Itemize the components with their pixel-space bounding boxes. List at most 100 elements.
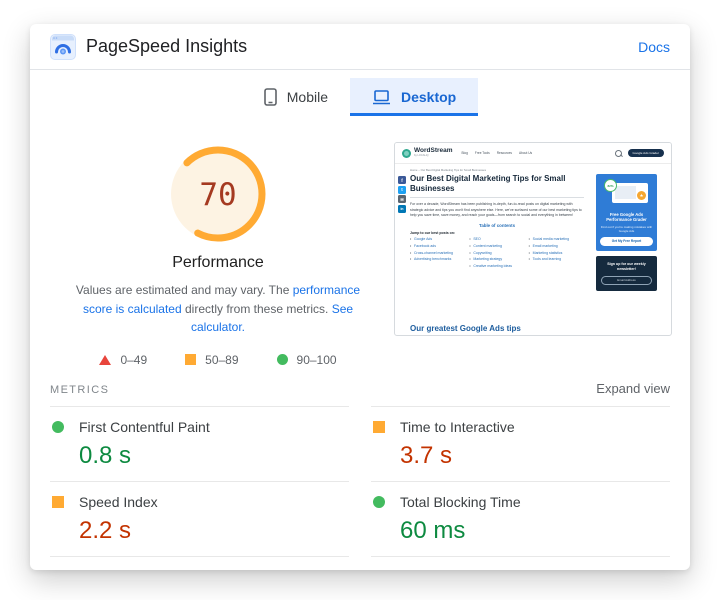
thumb-navbar: WordStream by LOCALiQ Blog Free Tools Re… [395,143,671,164]
score-calc-link[interactable]: performance score is calculated [82,283,361,316]
triangle-icon [99,354,112,365]
thumb-promo-button: Get My Free Report [600,236,653,246]
thumb-cta-button: Google Ads Grader [627,148,664,158]
thumb-link: Social media marketing [529,237,584,242]
score-legend: 0–49 50–89 90–100 [99,352,337,367]
thumb-nav-freetools: Free Tools [474,151,490,155]
metrics-column-left: First Contentful Paint 0.8 s Speed Index… [50,405,349,570]
thumb-link: Marketing statistics [529,251,584,256]
expand-view-button[interactable]: Expand view [596,380,670,396]
thumb-brand-block: WordStream by LOCALiQ [414,148,453,157]
thumb-breadcrumb: Home – Our Best Digital Marketing Tips f… [410,168,487,172]
metric-name: Cumulative Layout Shift [400,569,548,570]
thumb-newsletter-title: Sign up for our weekly newsletter! [607,261,646,271]
pagespeed-card: PageSpeed Insights Docs Mobile Desktop [30,24,690,570]
thumb-link: Google Ads [410,237,465,242]
thumb-link: Cross-channel marketing [410,251,465,256]
laptop-illustration: 82% ★ [600,179,653,209]
laptop-icon [373,89,390,104]
pagespeed-logo-icon [50,33,76,60]
square-icon [373,420,385,433]
thumb-newsletter-field: Email Address [601,275,652,286]
thumb-jump-label: Jump to our best posts on: [410,231,456,236]
metric-row-tti: Time to Interactive 3.7 s [371,407,670,482]
thumb-link: Email marketing [529,244,584,249]
thumb-brand: WordStream [414,147,453,155]
performance-label: Performance [172,254,264,271]
thumb-link-columns: Google Ads Facebook ads Cross-channel ma… [410,237,584,270]
thumb-link-col-3: Social media marketing Email marketing M… [529,237,584,270]
thumb-bottom-heading: Our greatest Google Ads tips [410,324,521,333]
metric-value: 2.2 s [79,516,132,544]
thumb-brand-sub: by LOCALiQ [414,153,429,157]
circle-icon [276,354,288,366]
thumb-link: Content marketing [469,244,524,249]
thumb-link: Facebook ads [410,244,465,249]
gauge-arc: 70 [170,146,266,242]
circle-icon [52,420,64,433]
metric-name: Speed Index [79,493,158,510]
see-calculator-link[interactable]: See calculator. [190,301,354,335]
thumb-link: Marketing strategy [469,257,524,262]
thumb-toc-title: Table of contents [478,223,516,229]
metric-name: Total Blocking Time [400,493,521,510]
metric-value: 0.8 s [79,441,132,469]
score-description: Values are estimated and may vary. The p… [62,281,374,337]
star-badge-icon: ★ [637,191,646,200]
thumb-heading: Our Best Digital Marketing Tips for Smal… [410,174,584,199]
metric-row-speed-index: Speed Index 2.2 s [50,482,349,557]
thumb-intro: For over a decade, WordStream has been p… [410,202,582,218]
thumb-nav-blog: Blog [461,151,468,155]
thumb-promo-sub: Find out if you're making mistakes with … [600,224,653,234]
score-value: 70 [199,177,236,213]
square-icon [52,495,64,508]
metric-row-cls: Cumulative Layout Shift 0.131 [371,557,670,570]
linkedin-icon: in [398,204,406,213]
thumb-promo-card: 82% ★ Free Google Ads Performance Grader… [596,174,657,251]
thumb-link: Copywriting [469,251,524,256]
circle-icon [373,495,385,508]
metric-value: 3.7 s [400,441,453,469]
wordstream-logo-icon [402,148,411,158]
thumb-social-bar: f t ✉ in [398,176,406,213]
tab-mobile-label: Mobile [286,89,328,105]
thumb-link: Advertising benchmarks [410,257,465,262]
metrics-section: METRICS Expand view First Contentful Pai… [30,381,690,570]
thumb-article: Home – Our Best Digital Marketing Tips f… [410,168,584,271]
metrics-column-right: Time to Interactive 3.7 s Total Blocking… [371,405,670,570]
tab-desktop[interactable]: Desktop [350,78,479,116]
metric-row-lcp: Largest Contentful Paint 3.4 s [50,557,349,570]
metric-row-tbt: Total Blocking Time 60 ms [371,482,670,557]
thumb-nav-items: Blog Free Tools Resources About Us [462,151,533,155]
metric-name: Largest Contentful Paint [79,569,229,570]
metric-name: First Contentful Paint [79,418,210,435]
site-screenshot-thumbnail: WordStream by LOCALiQ Blog Free Tools Re… [394,142,672,336]
email-icon: ✉ [398,195,406,203]
score-badge: 82% [604,179,617,192]
twitter-icon: t [398,185,406,194]
thumb-nav-resources: Resources [496,151,512,155]
page-title: PageSpeed Insights [86,36,248,56]
metric-value: 60 ms [400,516,466,544]
legend-item-good: 90–100 [276,352,337,367]
description-text-1: Values are estimated and may vary. The [75,283,293,297]
legend-range-average: 50–89 [205,352,239,367]
score-column: 70 Performance Values are estimated and … [50,142,386,367]
metric-name: Time to Interactive [400,418,515,435]
thumb-sidebar: 82% ★ Free Google Ads Performance Grader… [596,174,657,292]
metrics-grid: First Contentful Paint 0.8 s Speed Index… [50,405,670,570]
phone-icon [263,88,277,106]
thumb-newsletter-card: Sign up for our weekly newsletter! Email… [596,255,657,292]
score-section: 70 Performance Values are estimated and … [30,116,690,367]
legend-range-poor: 0–49 [120,352,148,367]
thumb-link-col-1: Google Ads Facebook ads Cross-channel ma… [410,237,465,270]
tab-mobile[interactable]: Mobile [242,78,350,116]
app-header: PageSpeed Insights Docs [30,24,690,70]
square-icon [185,354,197,366]
thumb-promo-title: Free Google Ads Performance Grader [606,212,647,223]
facebook-icon: f [398,176,406,184]
performance-gauge: 70 [166,142,270,246]
legend-range-good: 90–100 [296,352,337,367]
search-icon [614,149,622,157]
docs-link[interactable]: Docs [638,38,670,55]
